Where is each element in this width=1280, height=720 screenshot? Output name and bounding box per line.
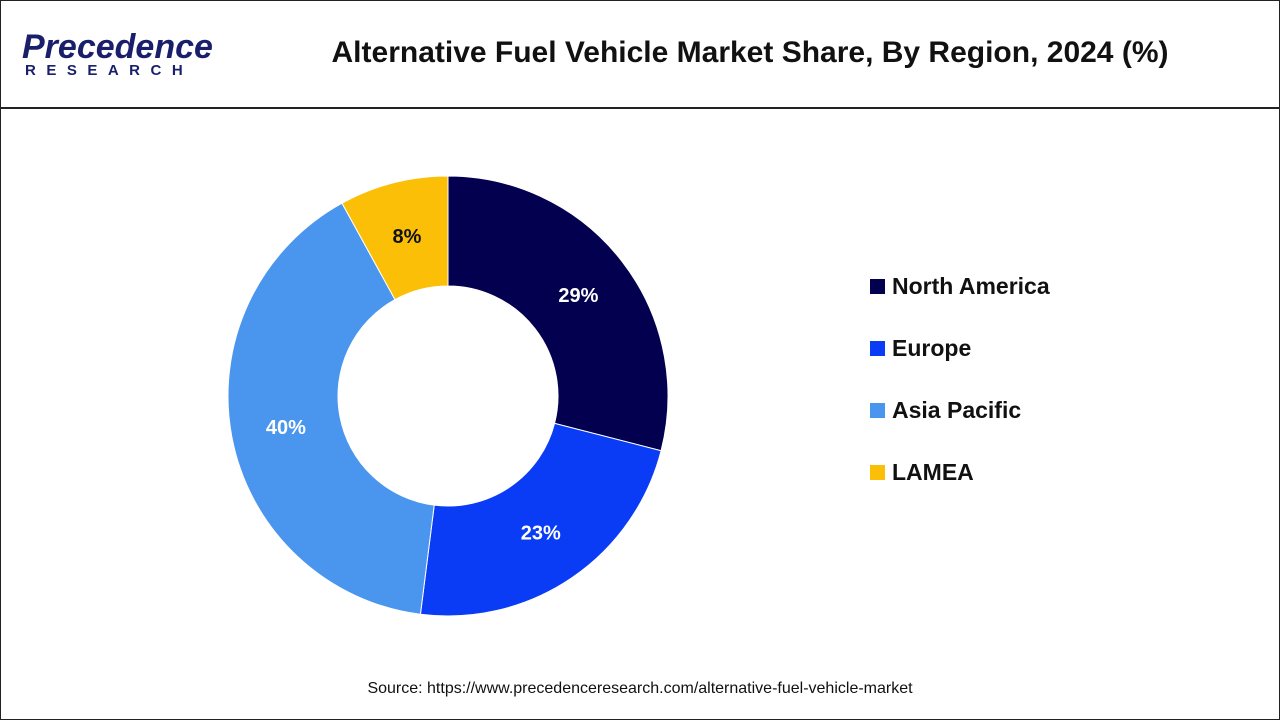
legend-label: Asia Pacific (892, 397, 1022, 423)
data-label: 29% (558, 285, 598, 307)
chart-title: Alternative Fuel Vehicle Market Share, B… (331, 36, 1169, 69)
legend-swatch (870, 341, 885, 356)
header: Precedence RESEARCH Alternative Fuel Veh… (0, 0, 1280, 109)
legend-item: Europe (870, 302, 1050, 395)
legend-item: Asia Pacific (870, 364, 1050, 457)
source-text: Source: https://www.precedenceresearch.c… (367, 680, 913, 697)
legend-item: LAMEA (870, 426, 1050, 519)
slice-lamea (341, 175, 449, 301)
data-label: 40% (266, 417, 306, 439)
legend-swatch (870, 465, 885, 480)
slice-europe (419, 422, 662, 617)
precedence-research-logo: Precedence RESEARCH (22, 28, 213, 84)
slice-north-america (447, 175, 669, 452)
legend-item: North America (870, 240, 1050, 333)
slice-asia-pacific (227, 202, 435, 615)
legend-label: LAMEA (892, 459, 974, 485)
legend-label: Europe (892, 335, 972, 361)
legend-label: North America (892, 273, 1050, 299)
legend-swatch (870, 403, 885, 418)
logo-sub-text: RESEARCH (25, 62, 194, 79)
logo-main-text: Precedence (22, 28, 213, 66)
legend: North America Europe Asia Pacific LAMEA (870, 240, 1050, 519)
legend-swatch (870, 279, 885, 294)
data-label: 23% (521, 522, 561, 544)
data-label: 8% (393, 226, 422, 248)
